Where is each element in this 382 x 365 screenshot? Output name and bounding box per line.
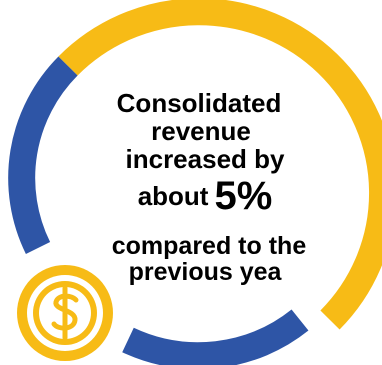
headline-line-2: revenue xyxy=(151,116,251,146)
headline-line-4: about 5% xyxy=(14,176,382,216)
ring-segment-yellow xyxy=(58,0,382,330)
dollar-coin-icon xyxy=(17,265,113,361)
headline-line-1: Consolidated xyxy=(116,88,282,118)
headline-line-5: compared to the xyxy=(111,232,307,260)
ring-segment-blue-bottom xyxy=(122,309,309,365)
headline-prefix: about xyxy=(137,181,209,211)
ring-segment-blue-left xyxy=(8,56,78,254)
highlight-percent: 5% xyxy=(214,174,273,218)
headline-line-3: increased by xyxy=(125,144,285,174)
headline-line-6: previous yea xyxy=(128,258,282,286)
